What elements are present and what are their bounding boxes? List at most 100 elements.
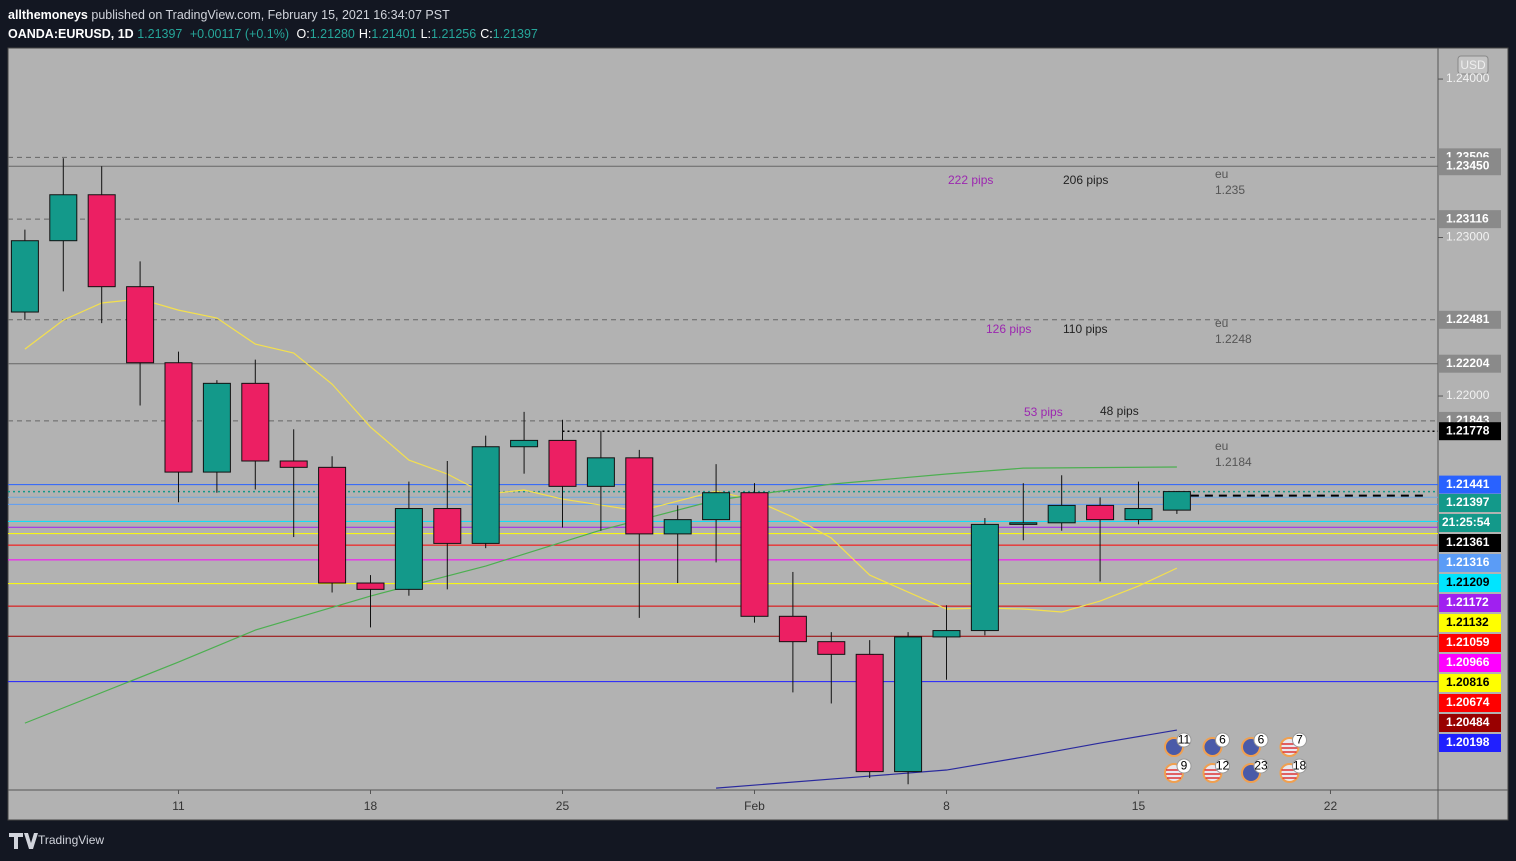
change: +0.00117 (+0.1%) [189,27,290,41]
countdown: 21:25:54 [1442,515,1490,529]
brand: TradingView [38,833,104,847]
price-chip [1439,422,1501,441]
y-tick-label: 1.24000 [1446,71,1490,85]
price-chip-label: 1.20484 [1446,715,1490,729]
candle-body [1009,522,1038,525]
y-tick-label: 1.22000 [1446,388,1490,402]
event-count: 23 [1254,759,1268,773]
candle-body [1124,508,1153,521]
price-chip-label: 1.20966 [1446,655,1490,669]
candle-body [855,653,884,773]
price-chip-label: 1.21361 [1446,535,1490,549]
currency-badge[interactable] [1457,55,1489,75]
price-chip [1439,654,1501,672]
candle-body [1086,504,1115,521]
event-count: 12 [1216,759,1230,773]
annotation: eu [1215,167,1228,181]
annotation: 206 pips [1063,173,1108,187]
price-chip-label: 1.21172 [1446,595,1489,609]
annotation: eu [1215,316,1228,330]
event-count: 7 [1296,733,1303,747]
candle-body [164,362,193,473]
candle-body [817,641,846,655]
event-badge [1176,732,1192,748]
event-badge [1253,732,1269,748]
candle-body [279,460,308,468]
price-chip-label: 1.21316 [1446,555,1490,569]
currency: USD [1460,58,1486,72]
price-chip [1439,574,1501,592]
ohlc-key: L: [420,27,432,41]
candle-body [932,630,961,638]
candle-body [394,508,423,590]
price-chip-label: 1.23450 [1446,158,1490,172]
candle-body [1047,504,1076,524]
event-badge [1253,758,1269,774]
price-chip-label: 1.20674 [1446,695,1490,709]
ohlc: O:1.21280 H:1.21401 L:1.21256 C:1.21397 [297,27,542,41]
chart-panel [7,47,1509,821]
candle-body [471,446,500,544]
price-chip [1439,554,1501,572]
moving-average [716,729,1177,789]
y-tick-label: 1.23000 [1446,230,1490,244]
x-tick-label: 11 [172,799,185,813]
candle-body [663,519,692,535]
x-tick-label: 18 [364,799,378,813]
ohlc-key: O: [296,27,310,41]
price-chip [1439,714,1501,732]
candle-body [126,286,155,364]
candle-body [1162,491,1191,511]
annotation: 222 pips [948,173,993,187]
candle-body [702,492,731,521]
price-chip [1439,634,1501,652]
candle-body [49,194,78,242]
event-badge [1215,732,1230,748]
candle-body [740,492,769,617]
price-chip [1439,534,1501,552]
price-chip [1439,494,1501,512]
last: 1.21397 [137,27,183,41]
ohlc-value: 1.21256 [431,27,477,41]
price-chip [1439,694,1501,712]
event-count: 18 [1293,759,1307,773]
ohlc-value: 1.21401 [371,27,417,41]
price-chip-label: 1.20198 [1446,735,1490,749]
price-chip [1439,354,1501,373]
price-chip [1439,734,1501,752]
ohlc-key: H: [358,27,372,41]
candle-body [970,523,999,632]
x-tick-label: Feb [744,799,765,813]
annotation: 1.2248 [1215,332,1252,346]
price-chip-label: 1.22481 [1446,312,1490,326]
candle-body [241,382,270,462]
ohlc-key: C: [480,27,493,41]
countdown-chip [1439,514,1501,532]
x-tick-label: 15 [1132,799,1146,813]
annotation: 110 pips [1063,322,1107,336]
event-badge [1292,758,1307,774]
event-badge [1176,758,1192,774]
candle-body [778,615,807,643]
price-chip-label: 1.21778 [1446,423,1490,437]
event-count: 9 [1181,759,1188,773]
price-chip [1439,594,1501,612]
price-chip [1439,210,1501,229]
annotation: 126 pips [986,322,1031,336]
price-chip-label: 1.23116 [1446,211,1489,225]
event-count: 11 [1178,733,1191,747]
x-tick-label: 8 [943,799,950,813]
price-chip-label: 1.22204 [1446,356,1490,370]
candle-body [318,466,347,584]
price-chip-label: 1.20816 [1446,675,1490,689]
published: published on TradingView.com, February 1… [91,8,450,22]
candle-body [625,457,654,535]
annotation: 48 pips [1100,404,1139,418]
candle-body [510,439,539,448]
event-badge [1215,758,1230,774]
candle-body [894,636,923,773]
candle-body [586,457,615,487]
ohlc-value: 1.21280 [309,27,355,41]
annotation: eu [1215,439,1228,453]
